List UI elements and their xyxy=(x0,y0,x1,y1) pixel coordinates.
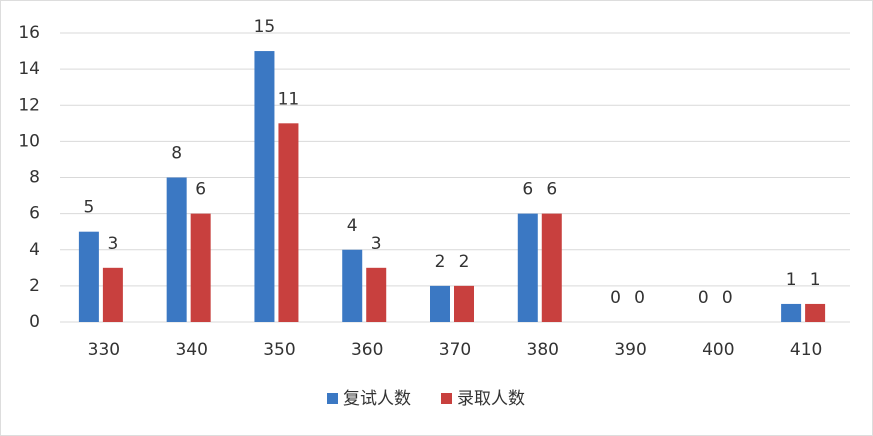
x-tick-label: 330 xyxy=(88,340,120,360)
x-tick-label: 400 xyxy=(702,340,734,360)
bar xyxy=(278,123,299,322)
data-label: 6 xyxy=(195,180,206,200)
x-tick-label: 340 xyxy=(175,340,207,360)
x-tick-label: 390 xyxy=(614,340,646,360)
data-label: 6 xyxy=(522,180,533,200)
data-label: 0 xyxy=(722,288,733,308)
data-label: 2 xyxy=(435,252,446,272)
y-tick-label: 8 xyxy=(29,168,40,188)
data-label: 5 xyxy=(83,198,94,218)
legend-label: 复试人数 xyxy=(343,389,411,409)
y-tick-label: 6 xyxy=(29,204,40,224)
bar xyxy=(190,213,211,322)
bar xyxy=(517,213,538,322)
x-tick-label: 350 xyxy=(263,340,295,360)
data-label: 0 xyxy=(634,288,645,308)
legend-swatch xyxy=(327,393,338,404)
bar xyxy=(805,303,826,322)
data-label: 1 xyxy=(786,270,797,290)
data-label: 2 xyxy=(459,252,470,272)
y-tick-label: 4 xyxy=(29,240,40,260)
data-label: 1 xyxy=(810,270,821,290)
data-label: 4 xyxy=(347,216,358,236)
x-tick-label: 370 xyxy=(439,340,471,360)
y-tick-label: 14 xyxy=(18,59,40,79)
y-tick-label: 0 xyxy=(29,312,40,332)
bar xyxy=(166,177,187,322)
bar xyxy=(781,303,802,322)
bar xyxy=(430,285,450,322)
data-label: 15 xyxy=(254,17,276,37)
y-tick-label: 12 xyxy=(18,95,40,115)
bar xyxy=(102,267,123,322)
x-tick-label: 380 xyxy=(527,340,559,360)
data-label: 0 xyxy=(698,288,709,308)
data-label: 6 xyxy=(546,180,557,200)
data-label: 3 xyxy=(371,234,382,254)
bar xyxy=(454,285,474,322)
data-label: 8 xyxy=(171,144,182,164)
y-tick-label: 16 xyxy=(18,23,40,43)
y-tick-label: 2 xyxy=(29,276,40,296)
x-tick-label: 410 xyxy=(790,340,822,360)
bar xyxy=(78,231,99,322)
data-label: 11 xyxy=(278,89,300,109)
bar xyxy=(541,213,562,322)
bar xyxy=(254,51,275,322)
y-tick-label: 10 xyxy=(18,131,40,151)
bar xyxy=(342,249,363,322)
legend-label: 录取人数 xyxy=(457,389,525,409)
bar xyxy=(366,267,387,322)
data-label: 3 xyxy=(107,234,118,254)
data-label: 0 xyxy=(610,288,621,308)
legend-swatch xyxy=(441,393,452,404)
x-tick-label: 360 xyxy=(351,340,383,360)
